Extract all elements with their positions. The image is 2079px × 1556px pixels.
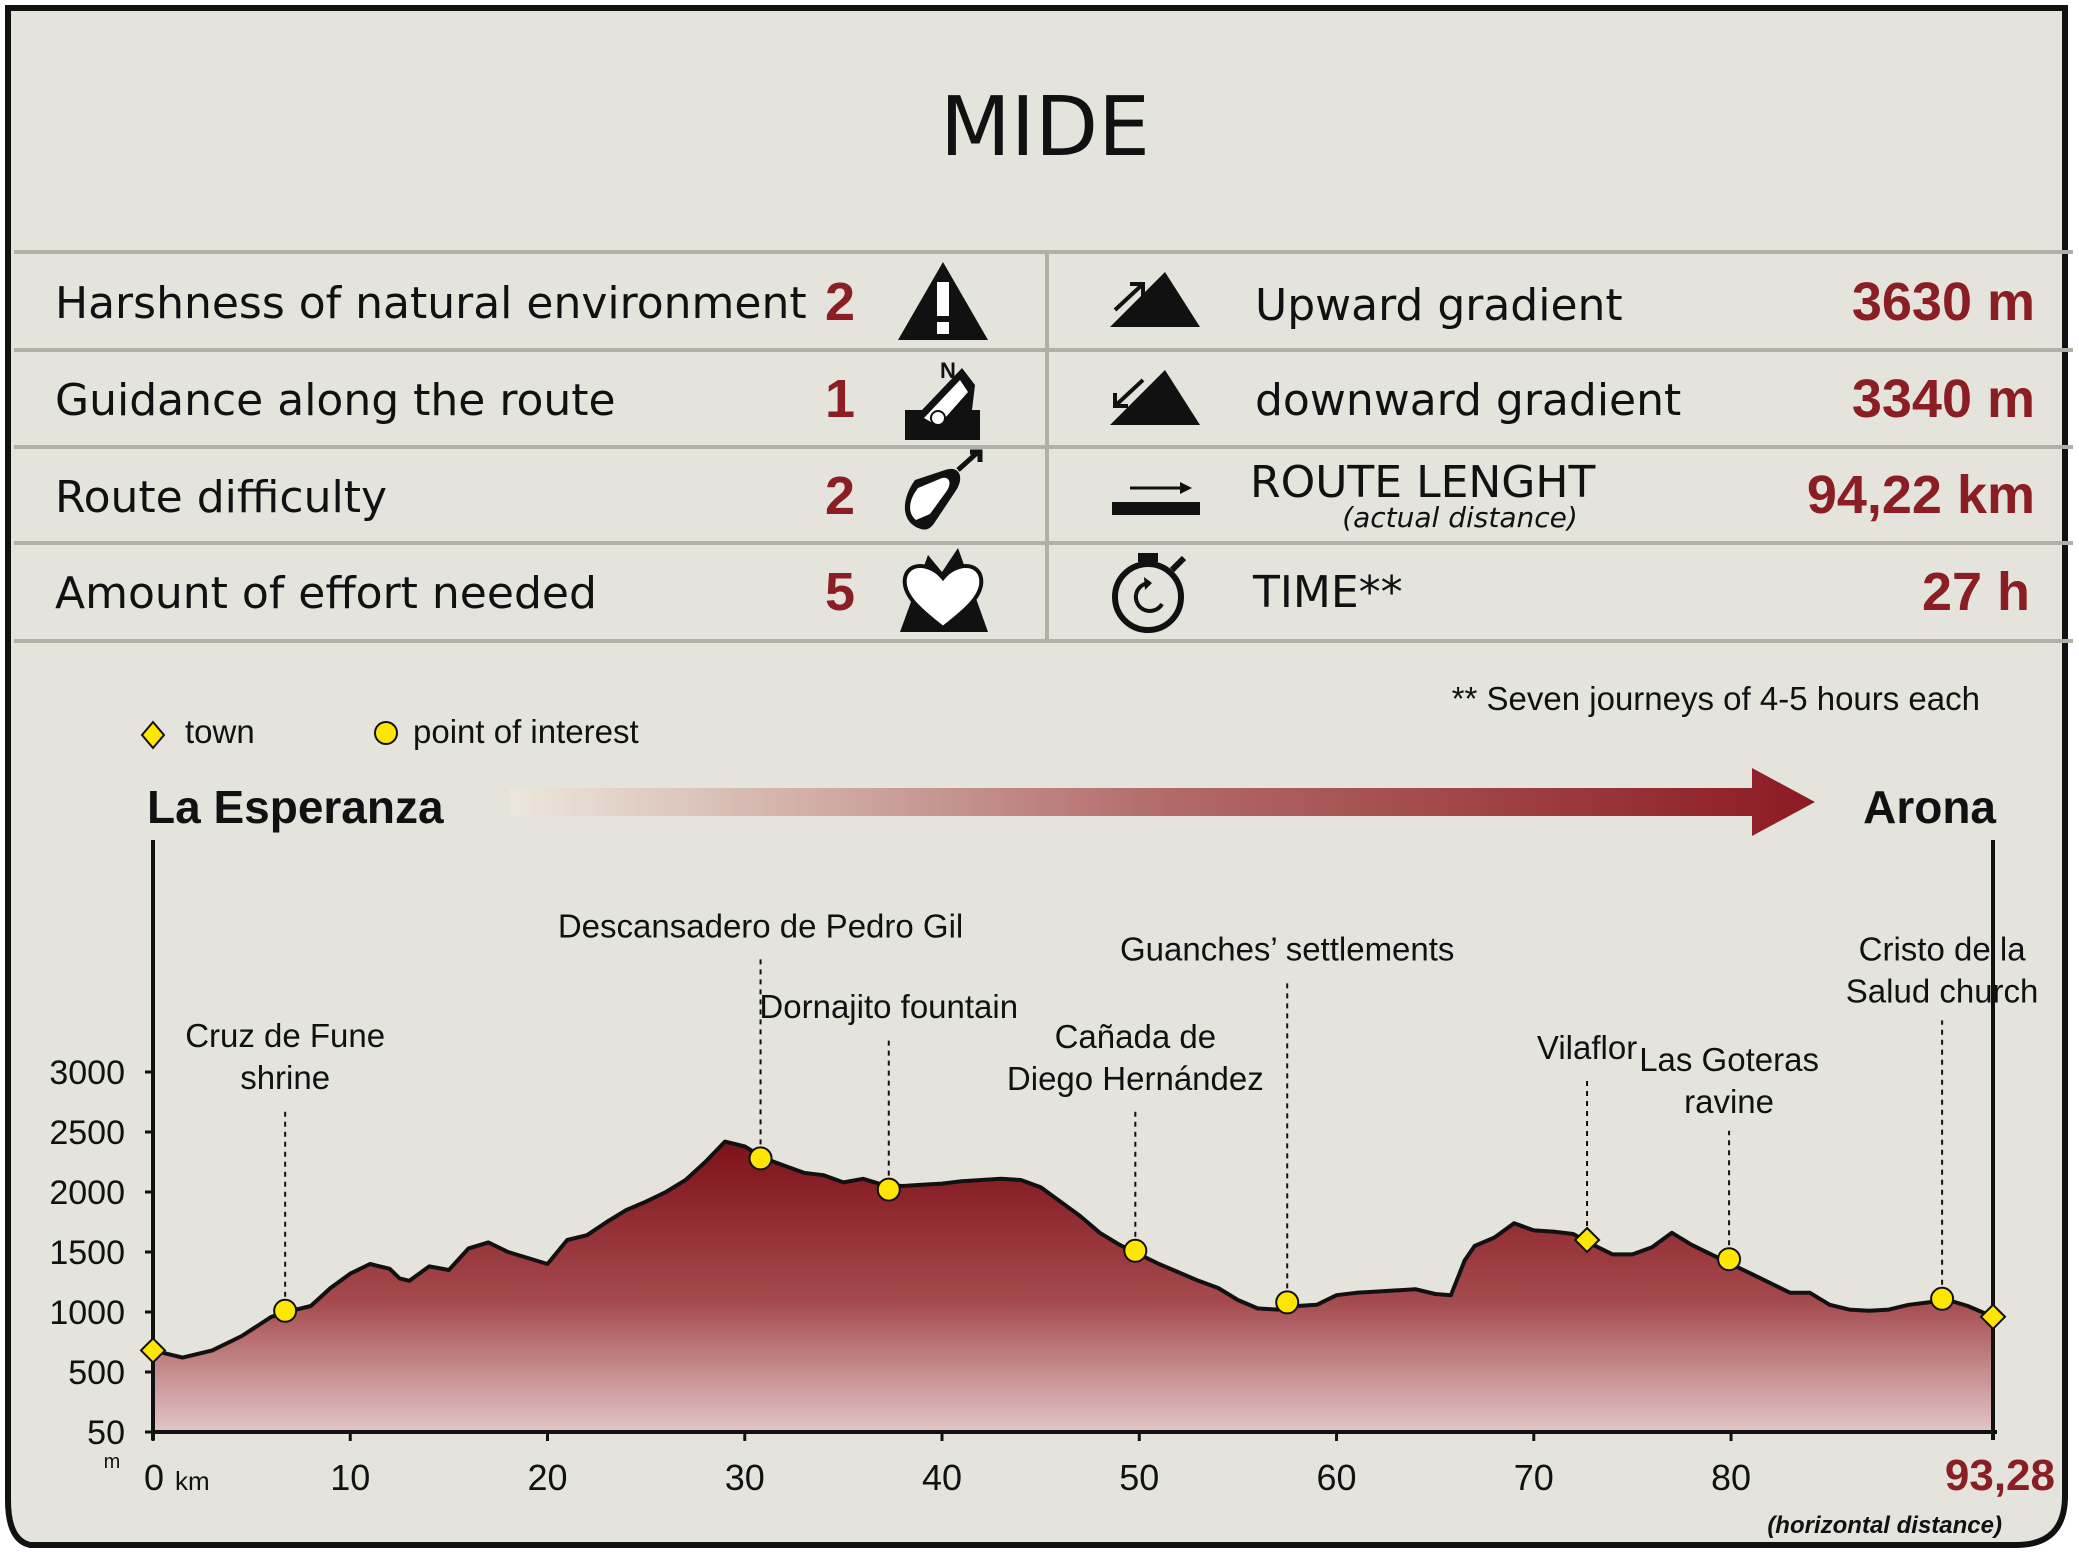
mide-row-guidance: Guidance along the route 1 N — [55, 358, 980, 440]
town-marker — [1979, 1303, 2007, 1331]
stopwatch-icon — [1112, 553, 1187, 633]
footprint-icon — [904, 449, 983, 530]
route-start: La Esperanza — [147, 781, 444, 833]
route-length-icon — [1112, 482, 1200, 515]
poi-marker — [1275, 1290, 1300, 1315]
legend: town point of interest — [140, 713, 639, 750]
heart-mountain-icon — [900, 548, 988, 632]
stat-route-length: ROUTE LENGHT (actual distance) 94,22 km — [1112, 457, 2035, 534]
stat-label: downward gradient — [1255, 375, 1681, 426]
row-value: 2 — [825, 466, 855, 526]
stat-label: ROUTE LENGHT — [1250, 457, 1595, 508]
card-background — [5, 5, 2068, 1548]
row-value: 2 — [825, 272, 855, 332]
poi-marker-icon — [374, 721, 398, 745]
stat-value: 94,22 km — [1807, 465, 2035, 525]
poi-marker — [273, 1298, 298, 1323]
legend-poi-label: point of interest — [413, 713, 639, 750]
point-label: Cruz de Fune — [185, 1017, 385, 1054]
poi-marker — [1717, 1247, 1742, 1272]
legend-town-label: town — [185, 713, 255, 750]
row-value: 5 — [825, 562, 855, 622]
town-marker — [1573, 1226, 1601, 1254]
y-tick-label: 50 — [87, 1414, 125, 1452]
row-label: Guidance along the route — [55, 375, 616, 426]
distance-end-caption: (horizontal distance) — [1767, 1512, 2002, 1539]
point-label: Dornajito fountain — [759, 988, 1018, 1025]
point-label: ravine — [1684, 1083, 1774, 1120]
x-tick-label: 80 — [1711, 1457, 1751, 1498]
x-tick-label: 30 — [725, 1457, 765, 1498]
page-title: MIDE — [940, 80, 1150, 175]
x-tick-label: 40 — [922, 1457, 962, 1498]
x-tick-label: 70 — [1514, 1457, 1554, 1498]
footnote: ** Seven journeys of 4-5 hours each — [1452, 680, 1980, 717]
poi-marker — [876, 1177, 901, 1202]
stat-upward-gradient: Upward gradient 3630 m — [1110, 272, 2035, 332]
downward-gradient-icon — [1110, 370, 1200, 425]
mide-row-harshness: Harshness of natural environment 2 — [55, 262, 988, 340]
stat-downward-gradient: downward gradient 3340 m — [1110, 369, 2035, 429]
poi-marker — [1930, 1286, 1955, 1311]
distance-end-label: 93,28 — [1945, 1451, 2055, 1500]
x-unit-label: km — [175, 1466, 210, 1496]
y-tick-label: 3000 — [49, 1054, 125, 1092]
y-unit-label: m — [104, 1451, 121, 1473]
stat-sublabel: (actual distance) — [1342, 501, 1578, 534]
row-label: Amount of effort needed — [55, 568, 597, 619]
mide-table-grid — [14, 250, 2073, 643]
row-value: 1 — [825, 369, 855, 429]
upward-gradient-icon — [1110, 272, 1200, 327]
y-tick-label: 2500 — [49, 1114, 125, 1152]
y-tick-label: 1500 — [49, 1234, 125, 1272]
stat-time: TIME** 27 h — [1112, 553, 2030, 633]
poi-marker — [1123, 1238, 1148, 1263]
row-label: Harshness of natural environment — [55, 278, 807, 329]
point-label: Guanches’ settlements — [1120, 930, 1454, 967]
point-label: Cristo de la — [1859, 930, 2027, 967]
town-marker-icon — [140, 720, 166, 750]
point-label: Diego Hernández — [1007, 1060, 1264, 1097]
route-end: Arona — [1863, 781, 1996, 833]
mide-row-difficulty: Route difficulty 2 — [55, 449, 983, 530]
direction-arrow-icon — [510, 768, 1815, 836]
x-tick-label: 50 — [1119, 1457, 1159, 1498]
town-marker — [139, 1336, 167, 1364]
svg-text:N: N — [940, 358, 956, 383]
y-tick-label: 1000 — [49, 1294, 125, 1332]
point-label: Vilaflor — [1537, 1029, 1637, 1066]
stat-value: 27 h — [1922, 562, 2030, 622]
compass-map-icon: N — [905, 358, 980, 440]
mide-row-effort: Amount of effort needed 5 — [55, 548, 988, 632]
row-label: Route difficulty — [55, 472, 387, 523]
point-label: Las Goteras — [1639, 1041, 1819, 1078]
stat-value: 3340 m — [1852, 369, 2035, 429]
poi-marker — [748, 1146, 773, 1171]
point-label: Descansadero de Pedro Gil — [558, 908, 963, 945]
point-label: Cañada de — [1055, 1018, 1216, 1055]
x-tick-label: 20 — [527, 1457, 567, 1498]
stat-value: 3630 m — [1852, 272, 2035, 332]
point-label: shrine — [240, 1059, 330, 1096]
stat-label: Upward gradient — [1255, 280, 1623, 331]
x-tick-label: 60 — [1317, 1457, 1357, 1498]
x-tick-label: 10 — [330, 1457, 370, 1498]
warning-mountain-icon — [898, 262, 988, 340]
point-label: Salud church — [1846, 972, 2039, 1009]
stat-label: TIME** — [1252, 567, 1403, 618]
y-tick-label: 2000 — [49, 1174, 125, 1212]
elevation-area — [153, 1141, 1993, 1432]
y-tick-label: 500 — [68, 1354, 125, 1392]
x-tick-label: 0 — [144, 1457, 164, 1498]
elevation-line — [152, 1139, 1994, 1360]
